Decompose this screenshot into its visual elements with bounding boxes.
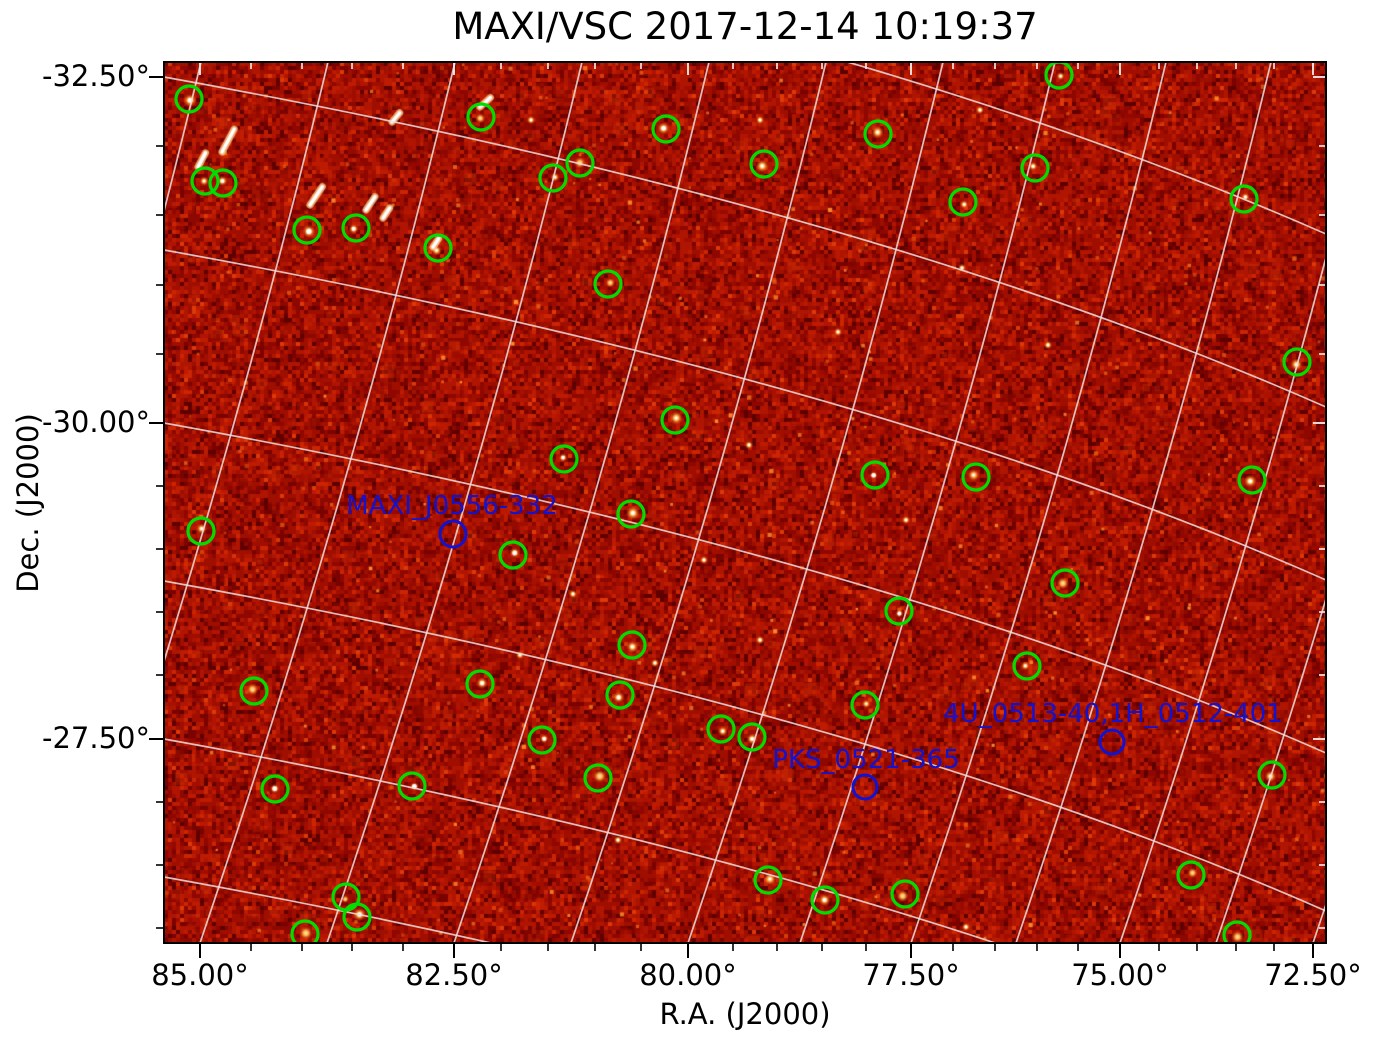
page-title: MAXI/VSC 2017-12-14 10:19:37 (452, 5, 1038, 48)
x-tick-label: 77.50° (862, 958, 960, 992)
x-axis-label: R.A. (J2000) (659, 997, 831, 1031)
y-axis-label: Dec. (J2000) (11, 413, 45, 593)
y-tick-label: -30.00° (42, 405, 150, 439)
sky-map-canvas (164, 62, 1326, 943)
x-tick-label: 85.00° (151, 958, 249, 992)
x-tick-label: 80.00° (639, 958, 737, 992)
y-tick-label: -27.50° (42, 721, 150, 755)
x-tick-label: 75.00° (1071, 958, 1169, 992)
x-tick-label: 72.50° (1264, 958, 1362, 992)
y-tick-label: -32.50° (42, 59, 150, 93)
x-tick-label: 82.50° (405, 958, 503, 992)
